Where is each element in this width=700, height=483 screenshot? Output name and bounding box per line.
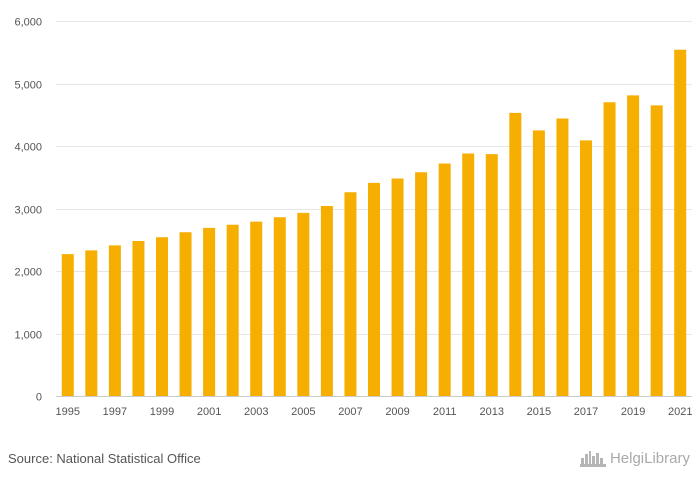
x-axis-ticks: 1995 1997 1999 2001 2003 2005 2007 2009 2011 2013… bbox=[56, 406, 693, 418]
x-tick-label: 2011 bbox=[433, 406, 457, 418]
bar-1999[interactable] bbox=[156, 237, 168, 396]
bar-1997[interactable] bbox=[108, 245, 121, 397]
bar-2015[interactable] bbox=[532, 130, 545, 397]
source-note: Source: National Statistical Office bbox=[8, 451, 201, 466]
bar-2003[interactable] bbox=[250, 221, 263, 397]
bar-2010[interactable] bbox=[415, 172, 428, 396]
brand-logo[interactable]: HelgiLibrary bbox=[579, 449, 690, 467]
y-tick-label: 0 bbox=[36, 392, 42, 404]
bar-2001[interactable] bbox=[203, 227, 216, 397]
bar-2012[interactable] bbox=[462, 153, 475, 397]
x-tick-label: 2017 bbox=[574, 406, 598, 418]
x-tick-label: 2007 bbox=[338, 406, 362, 418]
x-tick-label: 1997 bbox=[103, 406, 127, 418]
bar-2006[interactable] bbox=[320, 206, 333, 396]
bar-2014[interactable] bbox=[509, 112, 522, 397]
x-tick-label: 2013 bbox=[480, 406, 504, 418]
bar-2000[interactable] bbox=[179, 232, 192, 396]
y-tick-label: 6,000 bbox=[14, 17, 42, 29]
x-tick-label: 2019 bbox=[621, 406, 645, 418]
x-tick-label: 1999 bbox=[150, 406, 174, 418]
y-tick-label: 1,000 bbox=[14, 330, 42, 342]
x-tick-label: 2003 bbox=[244, 406, 268, 418]
x-tick-label: 2021 bbox=[668, 406, 692, 418]
x-tick-label: 1995 bbox=[56, 406, 80, 418]
bar-2020[interactable] bbox=[650, 105, 663, 397]
x-tick-label: 2005 bbox=[291, 406, 315, 418]
bar-2016[interactable] bbox=[556, 118, 569, 397]
y-axis-ticks: 0 1,000 2,000 3,000 4,000 5,000 6,000 bbox=[14, 17, 42, 404]
bar-1998[interactable] bbox=[132, 241, 145, 396]
bar-2011[interactable] bbox=[438, 163, 451, 397]
x-tick-label: 2009 bbox=[385, 406, 409, 418]
city-skyline-icon bbox=[579, 451, 606, 467]
bar-2007[interactable] bbox=[344, 192, 357, 396]
bar-2004[interactable] bbox=[273, 217, 286, 396]
bars bbox=[61, 49, 687, 397]
bar-chart: 0 1,000 2,000 3,000 4,000 5,000 6,000 1995 1997… bbox=[14, 17, 693, 419]
bar-2013[interactable] bbox=[485, 154, 498, 397]
bar-2009[interactable] bbox=[391, 178, 404, 397]
y-tick-label: 5,000 bbox=[14, 80, 42, 92]
bar-2002[interactable] bbox=[226, 224, 239, 396]
bar-2005[interactable] bbox=[297, 212, 310, 397]
x-tick-label: 2001 bbox=[197, 406, 221, 418]
bar-2008[interactable] bbox=[368, 182, 380, 397]
bar-2021[interactable] bbox=[674, 49, 687, 396]
bar-2017[interactable] bbox=[580, 140, 592, 397]
y-tick-label: 4,000 bbox=[14, 142, 42, 154]
bar-2019[interactable] bbox=[627, 95, 640, 397]
x-tick-label: 2015 bbox=[527, 406, 551, 418]
bar-1996[interactable] bbox=[85, 250, 98, 397]
y-tick-label: 3,000 bbox=[14, 205, 42, 217]
bar-2018[interactable] bbox=[603, 102, 616, 396]
brand-name: HelgiLibrary bbox=[609, 449, 690, 467]
bar-1995[interactable] bbox=[61, 254, 74, 397]
y-tick-label: 2,000 bbox=[14, 267, 42, 279]
